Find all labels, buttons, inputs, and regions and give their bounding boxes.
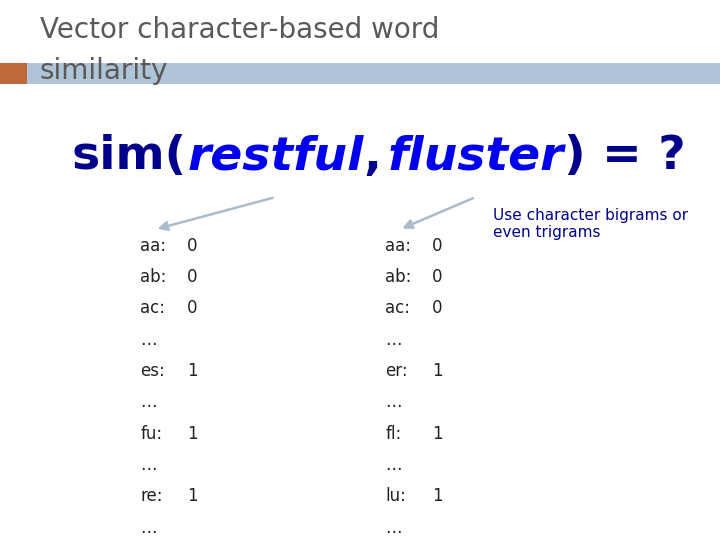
Text: Vector character-based word: Vector character-based word — [40, 16, 439, 44]
Text: 0: 0 — [187, 237, 198, 255]
Text: …: … — [385, 330, 402, 349]
Text: 1: 1 — [187, 487, 198, 505]
Text: ab:: ab: — [385, 268, 412, 286]
Text: 1: 1 — [187, 362, 198, 380]
Text: …: … — [385, 518, 402, 537]
Text: aa:: aa: — [140, 237, 166, 255]
Text: …: … — [140, 393, 157, 411]
Text: lu:: lu: — [385, 487, 406, 505]
Text: Use character bigrams or
even trigrams: Use character bigrams or even trigrams — [493, 208, 688, 240]
Text: 1: 1 — [432, 424, 443, 443]
Text: 1: 1 — [432, 487, 443, 505]
Text: …: … — [140, 518, 157, 537]
Text: 0: 0 — [187, 268, 198, 286]
Text: sim(: sim( — [72, 134, 187, 179]
Text: restful: restful — [187, 134, 364, 179]
Text: 1: 1 — [187, 424, 198, 443]
Text: …: … — [385, 456, 402, 474]
Text: 0: 0 — [432, 268, 443, 286]
Text: …: … — [140, 330, 157, 349]
Text: ac:: ac: — [385, 299, 410, 318]
Text: fl:: fl: — [385, 424, 402, 443]
Text: ab:: ab: — [140, 268, 167, 286]
Text: …: … — [385, 393, 402, 411]
Text: er:: er: — [385, 362, 408, 380]
Text: ) = ?: ) = ? — [564, 134, 685, 179]
Text: 1: 1 — [432, 362, 443, 380]
Text: ,: , — [364, 134, 382, 179]
Text: fu:: fu: — [140, 424, 163, 443]
Text: fluster: fluster — [387, 134, 564, 179]
Text: …: … — [140, 456, 157, 474]
FancyBboxPatch shape — [0, 63, 27, 84]
Text: re:: re: — [140, 487, 163, 505]
Text: 0: 0 — [187, 299, 198, 318]
Text: similarity: similarity — [40, 57, 168, 85]
Text: es:: es: — [140, 362, 165, 380]
Text: 0: 0 — [432, 237, 443, 255]
Text: aa:: aa: — [385, 237, 411, 255]
Text: 0: 0 — [432, 299, 443, 318]
Text: ac:: ac: — [140, 299, 166, 318]
FancyBboxPatch shape — [0, 63, 720, 84]
